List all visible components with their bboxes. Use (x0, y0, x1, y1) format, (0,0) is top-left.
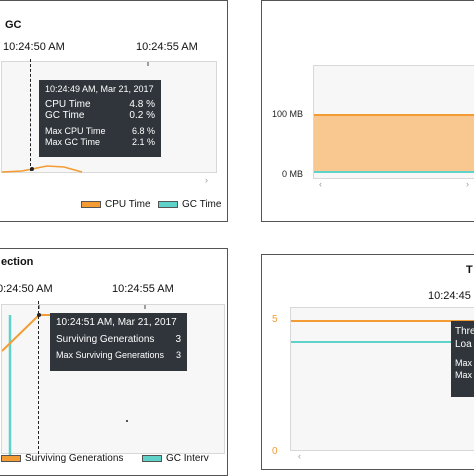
tooltip-value: 3 (175, 334, 181, 345)
panel-title: ection (1, 256, 34, 268)
time-label: 0:24:50 AM (0, 283, 53, 295)
heap-plot-area (313, 65, 474, 179)
tooltip-line: Thre (455, 326, 474, 337)
y-axis-label: 0 (272, 446, 278, 457)
tooltip-label: GC Time (45, 110, 85, 121)
hover-point (30, 167, 34, 171)
tooltip-label: CPU Time (45, 99, 91, 110)
legend-swatch (81, 201, 101, 208)
tooltip-label: Max GC Time (45, 137, 101, 147)
legend-swatch (142, 455, 162, 462)
heap-panel: 100 MB 0 MB ‹ › (261, 0, 474, 222)
cpu-gc-panel: GC 10:24:50 AM 10:24:55 AM › 10:24:49 AM… (0, 0, 228, 222)
tooltip-row: Surviving Generations 3 (56, 334, 181, 345)
tooltip-value: 6.8 % (131, 126, 155, 136)
hover-point (126, 420, 128, 422)
legend-swatch (158, 201, 178, 208)
hover-marker (30, 59, 31, 171)
tooltip-timestamp: 10:24:49 AM, Mar 21, 2017 (45, 84, 154, 94)
tooltip-max-row: Max GC Time 2.1 % (45, 137, 155, 148)
threads-panel: T 10:24:45 5 0 ‹ Thre Loa Max Max (261, 254, 474, 470)
collection-tooltip: 10:24:51 AM, Mar 21, 2017 Surviving Gene… (50, 313, 187, 371)
legend-label: GC Interv (166, 453, 209, 464)
cpu-usage-line (2, 62, 149, 173)
legend-item-gc-time[interactable]: GC Time (158, 199, 221, 210)
time-label: 10:24:45 (428, 290, 471, 302)
y-axis-label: 100 MB (272, 109, 304, 119)
collection-panel: ection 0:24:50 AM 10:24:55 AM 10:24:51 A… (0, 248, 228, 476)
y-axis-label: 5 (272, 314, 278, 325)
legend-swatch (1, 455, 21, 462)
legend-label: CPU Time (105, 199, 151, 210)
cpu-tooltip: 10:24:49 AM, Mar 21, 2017 CPU Time 4.8 %… (39, 80, 161, 157)
scroll-right-button[interactable]: › (205, 175, 208, 185)
tooltip-row: GC Time 0.2 % (45, 110, 155, 121)
tooltip-line: Max (455, 370, 473, 380)
time-label: 10:24:50 AM (3, 41, 65, 53)
tooltip-max-row: Max Surviving Generations 3 (56, 350, 181, 361)
heap-base-line (314, 171, 474, 173)
threads-plot-area (290, 307, 474, 451)
scroll-left-button[interactable]: ‹ (298, 451, 301, 461)
y-axis-label: 0 MB (282, 169, 304, 179)
tooltip-value: 2.1 % (131, 137, 155, 147)
tooltip-label: Max Surviving Generations (56, 350, 165, 360)
time-label: 10:24:55 AM (136, 41, 198, 53)
tooltip-row: CPU Time 4.8 % (45, 99, 155, 110)
daemon-series-line (291, 341, 474, 343)
tooltip-line: Loa (455, 339, 472, 350)
threads-tooltip: Thre Loa Max Max (451, 321, 474, 397)
scroll-right-button[interactable]: › (466, 179, 469, 189)
tooltip-timestamp: 10:24:51 AM, Mar 21, 2017 (56, 317, 177, 328)
panel-title: T (466, 264, 473, 276)
time-label: 10:24:55 AM (112, 283, 174, 295)
tooltip-max-row: Max CPU Time 6.8 % (45, 126, 155, 137)
heap-used-area (314, 114, 474, 172)
panel-title: GC (5, 19, 22, 31)
hover-marker (38, 301, 39, 454)
legend-item-gc-interval[interactable]: GC Interv (142, 453, 209, 464)
tooltip-value: 3 (175, 350, 181, 360)
legend-label: Surviving Generations (25, 453, 124, 464)
threads-series-line (291, 320, 474, 322)
tooltip-label: Surviving Generations (56, 334, 155, 345)
tooltip-line: Max (455, 358, 473, 368)
legend-item-cpu-time[interactable]: CPU Time (81, 199, 151, 210)
cpu-time-series (2, 165, 83, 173)
legend-label: GC Time (182, 199, 222, 210)
legend-item-surviving-generations[interactable]: Surviving Generations (1, 453, 123, 464)
scroll-left-button[interactable]: ‹ (319, 179, 322, 189)
tooltip-value: 4.8 % (129, 99, 155, 110)
tooltip-value: 0.2 % (129, 110, 155, 121)
tooltip-label: Max CPU Time (45, 126, 106, 136)
